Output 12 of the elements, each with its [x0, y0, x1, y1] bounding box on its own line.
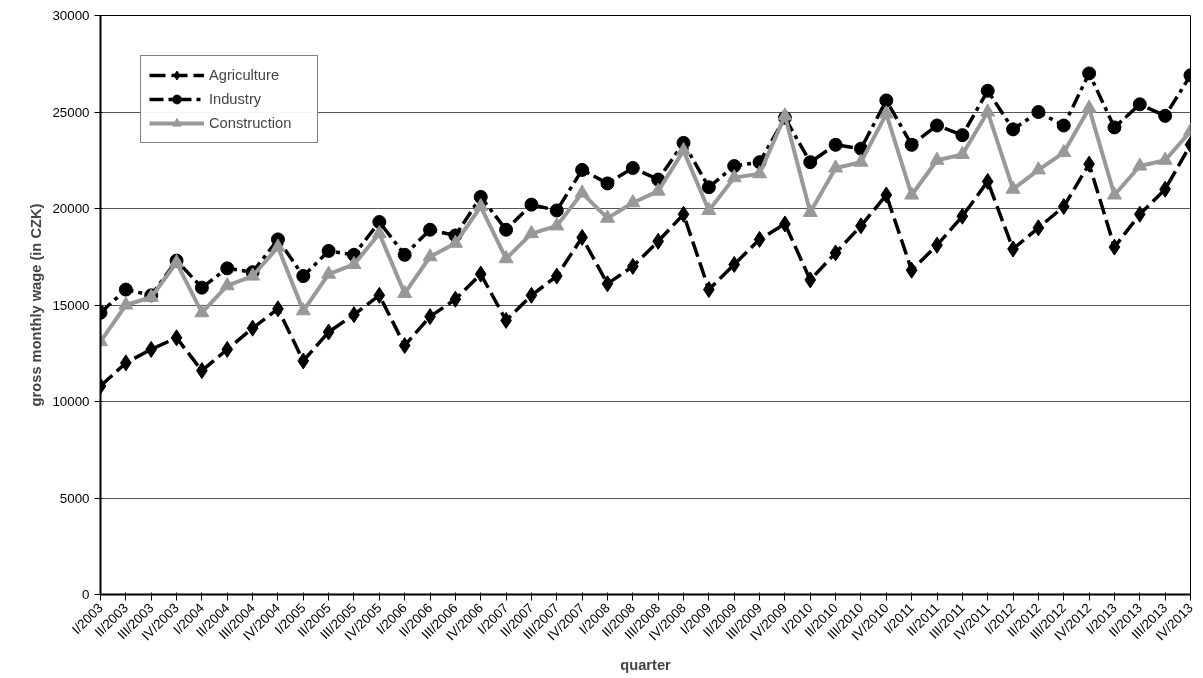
y-axis-title: gross monthly wage (in CZK) — [28, 203, 45, 407]
y-tick-label: 10000 — [52, 394, 90, 409]
y-tick-label: 5000 — [59, 490, 90, 506]
legend-label: Agriculture — [209, 66, 281, 85]
y-tick-label: 25000 — [52, 104, 90, 120]
y-tick-label: 30000 — [52, 8, 90, 23]
legend-label: Industry — [209, 90, 263, 109]
y-tick-label: 15000 — [52, 297, 90, 313]
x-axis-title: quarter — [620, 656, 672, 673]
y-tick-label: 20000 — [52, 201, 90, 216]
legend-label: Construction — [209, 114, 293, 133]
y-tick-label: 0 — [82, 587, 90, 602]
